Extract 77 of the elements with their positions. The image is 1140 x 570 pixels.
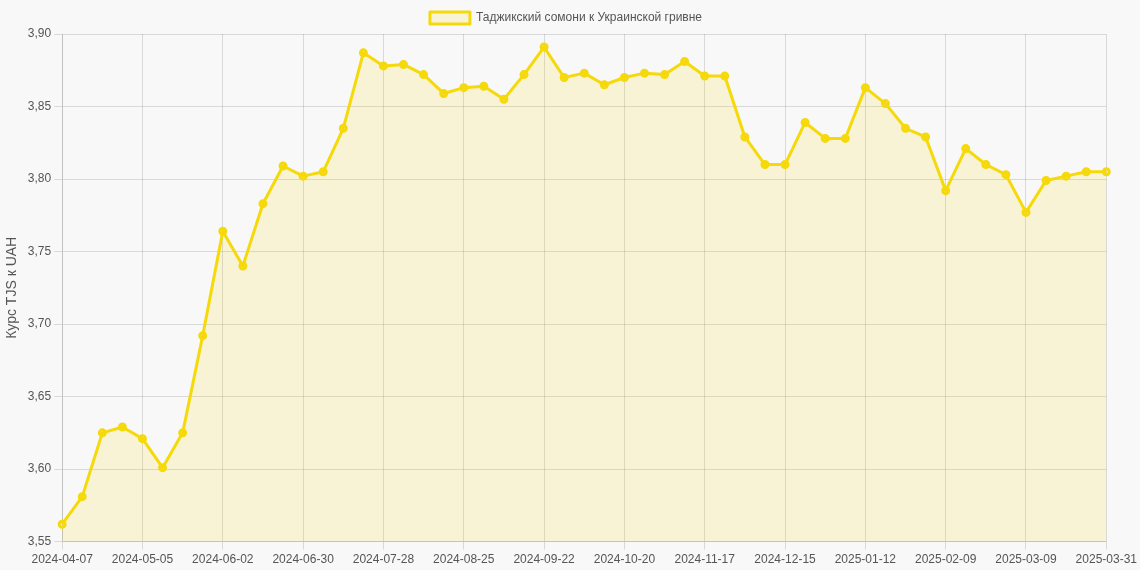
point (599, 80, 609, 90)
point (158, 463, 168, 473)
point (800, 117, 810, 127)
point (519, 70, 529, 80)
point (338, 123, 348, 133)
point (860, 83, 870, 93)
point (459, 83, 469, 93)
point (700, 71, 710, 81)
point (680, 57, 690, 67)
point (981, 160, 991, 170)
point (1081, 167, 1091, 177)
point (1061, 171, 1071, 181)
x-tick-label: 2025-02-09 (914, 552, 977, 567)
point (720, 71, 730, 81)
point (57, 519, 67, 529)
point (921, 132, 931, 142)
x-tick-label: 2024-04-07 (31, 552, 94, 567)
point (639, 68, 649, 78)
point (117, 422, 127, 432)
x-tick-label: 2024-09-22 (513, 552, 576, 567)
point (941, 186, 951, 196)
point (880, 99, 890, 109)
point (178, 428, 188, 438)
point (1001, 170, 1011, 180)
point (97, 428, 107, 438)
point (660, 70, 670, 80)
legend-label: Таджикский сомони к Украинской гривне (475, 10, 703, 25)
point (619, 73, 629, 83)
point (760, 160, 770, 170)
point (479, 81, 489, 91)
y-tick-label: 3,90 (27, 26, 52, 41)
x-tick-label: 2024-06-02 (192, 552, 254, 567)
y-tick-label: 3,65 (27, 388, 52, 403)
x-tick-label: 2024-05-05 (111, 552, 174, 567)
y-axis-title: Курс TJS к UAH (3, 236, 20, 339)
point (419, 70, 429, 80)
x-tick-label: 2024-07-28 (352, 552, 415, 567)
point (198, 331, 208, 341)
point (77, 492, 87, 502)
x-tick-label: 2025-01-12 (834, 552, 897, 567)
point (579, 68, 589, 78)
x-tick-label: 2024-06-30 (272, 552, 335, 567)
point (298, 171, 308, 181)
y-tick-label: 3,60 (27, 461, 52, 476)
y-tick-label: 3,85 (27, 98, 52, 113)
point (318, 167, 328, 177)
point (1041, 175, 1051, 185)
point (901, 123, 911, 133)
point (961, 144, 971, 154)
x-tick-label: 2024-11-17 (674, 552, 736, 567)
point (1101, 167, 1111, 177)
point (740, 132, 750, 142)
point (499, 94, 509, 104)
point (539, 42, 549, 52)
x-tick-label: 2025-03-09 (995, 552, 1057, 567)
point (1021, 207, 1031, 217)
point (218, 226, 228, 236)
point (559, 73, 569, 83)
point (840, 133, 850, 143)
point (137, 434, 147, 444)
point (278, 161, 288, 171)
x-tick-label: 2024-10-20 (593, 552, 656, 567)
point (780, 160, 790, 170)
x-tick-label: 2024-08-25 (433, 552, 495, 567)
point (238, 261, 248, 271)
point (439, 88, 449, 98)
point (399, 59, 409, 69)
y-tick-label: 3,80 (27, 171, 52, 186)
point (378, 61, 388, 71)
y-tick-label: 3,70 (27, 316, 52, 331)
x-tick-label: 2024-12-15 (754, 552, 817, 567)
point (820, 133, 830, 143)
x-tick-label: 2025-03-31 (1075, 552, 1138, 567)
y-tick-label: 3,55 (27, 533, 52, 548)
point (258, 199, 268, 209)
point (358, 48, 368, 58)
y-tick-label: 3,75 (27, 243, 52, 258)
